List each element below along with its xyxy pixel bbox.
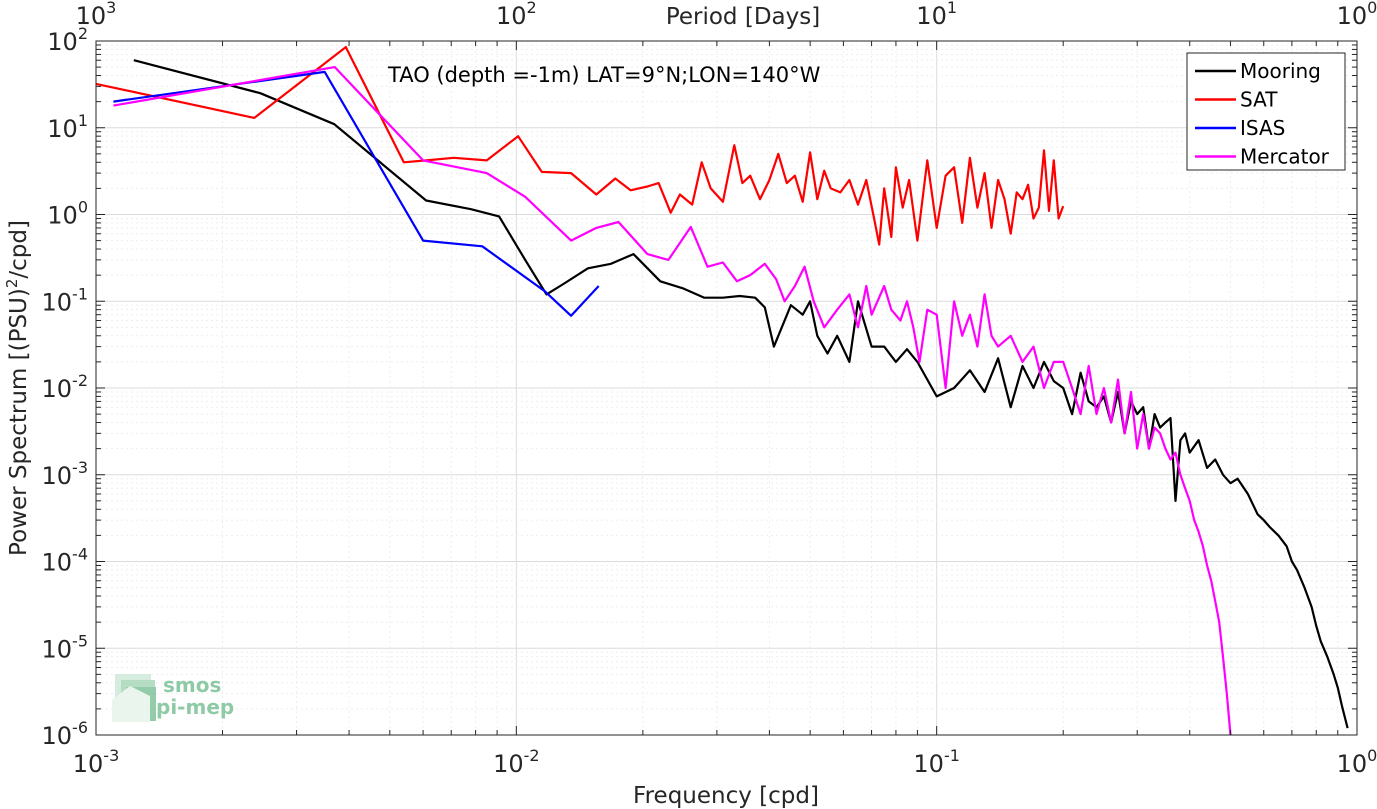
y-axis-title-superscript: 2 xyxy=(3,279,21,289)
x-tick-label: 10-3 xyxy=(73,746,120,778)
y-tick-label: 10-2 xyxy=(42,371,89,403)
x-tick-label: 10-1 xyxy=(913,746,960,778)
series-line-isas xyxy=(113,70,600,317)
top-tick-label: 103 xyxy=(76,0,117,30)
series-line-mercator xyxy=(113,65,1232,735)
tick-labels: 10-3 10-2 10-1 100 10-6 10-5 10-4 10-3 10-2 10-1 1… xyxy=(42,0,1377,778)
logo-line-1: smos xyxy=(163,673,221,697)
legend-label: ISAS xyxy=(1240,116,1285,140)
y-axis-title: Power Spectrum [(PSU)2/cpd] xyxy=(3,220,32,556)
annotation-text: TAO (depth =-1m) LAT=9°N;LON=140°W xyxy=(387,63,821,87)
x-tick-label: 10-2 xyxy=(493,746,540,778)
y-tick-label: 100 xyxy=(47,198,88,230)
legend-label: Mooring xyxy=(1240,59,1321,83)
y-tick-label: 10-1 xyxy=(42,284,89,316)
y-tick-label: 10-3 xyxy=(42,458,89,490)
x-axis-title: Frequency [cpd] xyxy=(633,783,819,809)
legend-label: Mercator xyxy=(1240,145,1330,169)
top-tick-label: 102 xyxy=(496,0,537,30)
tick-marks xyxy=(95,41,1357,736)
legend-label: SAT xyxy=(1240,88,1278,112)
top-tick-label: 101 xyxy=(916,0,957,30)
legend: Mooring SAT ISAS Mercator xyxy=(1186,52,1346,171)
y-tick-label: 102 xyxy=(47,24,88,56)
series-layer xyxy=(96,45,1349,735)
y-tick-label: 101 xyxy=(47,111,88,143)
series-line-sat xyxy=(96,45,1065,246)
y-tick-label: 10-4 xyxy=(42,545,89,577)
logo-line-2: pi-mep xyxy=(156,695,234,719)
top-tick-label: 100 xyxy=(1337,0,1377,30)
smos-pi-mep-logo: smos pi-mep xyxy=(112,673,234,722)
y-tick-label: 10-6 xyxy=(42,718,89,750)
top-axis-title: Period [Days] xyxy=(666,4,820,30)
y-tick-label: 10-5 xyxy=(42,631,89,663)
legend-box xyxy=(1186,52,1346,171)
series-line-mooring xyxy=(133,59,1349,729)
x-tick-label: 100 xyxy=(1337,746,1377,778)
